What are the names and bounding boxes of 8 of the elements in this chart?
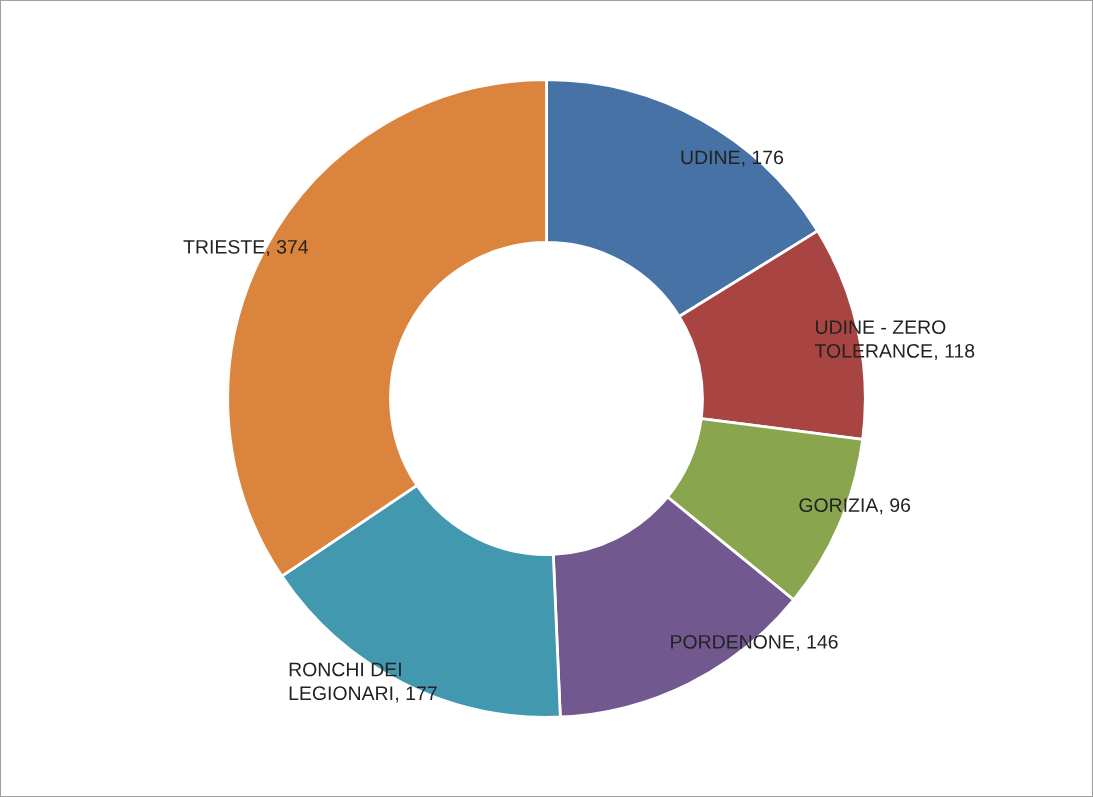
slice-label: TRIESTE: [183, 239, 265, 254]
slice-label: UDINE: [681, 150, 740, 165]
data-label: , 146: [797, 634, 838, 652]
data-label: , 374: [267, 239, 309, 257]
data-label: , 118: [935, 344, 975, 361]
data-label: , 176: [742, 150, 784, 167]
data-label: , 177: [396, 686, 437, 703]
data-label: , 96: [880, 498, 911, 515]
